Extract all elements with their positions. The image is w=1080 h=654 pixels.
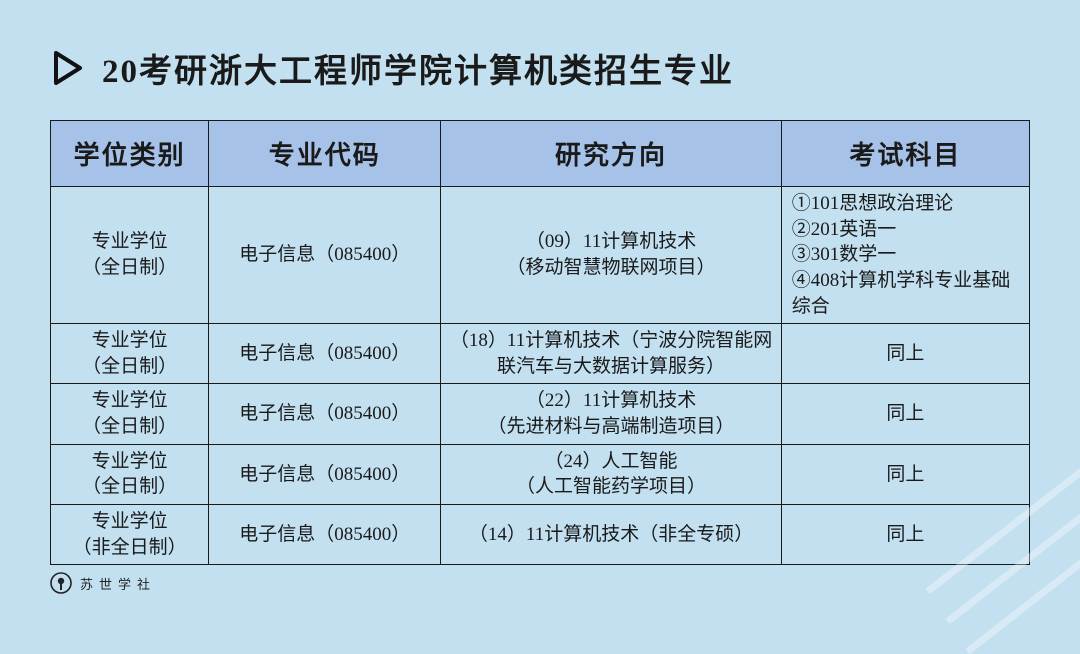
cell-degree: 专业学位（全日制）	[51, 187, 209, 324]
cell-subjects: 同上	[781, 324, 1029, 384]
cell-subjects: ①101思想政治理论②201英语一③301数学一④408计算机学科专业基础综合	[781, 187, 1029, 324]
col-header-degree: 学位类别	[51, 121, 209, 187]
table-row: 专业学位（非全日制） 电子信息（085400） （14）11计算机技术（非全专硕…	[51, 505, 1030, 565]
table-row: 专业学位（全日制） 电子信息（085400） （22）11计算机技术（先进材料与…	[51, 384, 1030, 444]
cell-direction: （22）11计算机技术（先进材料与高端制造项目）	[441, 384, 781, 444]
title-row: 20考研浙大工程师学院计算机类招生专业	[54, 44, 1030, 92]
cell-degree: 专业学位（非全日制）	[51, 505, 209, 565]
cell-code: 电子信息（085400）	[209, 505, 441, 565]
table-row: 专业学位（全日制） 电子信息（085400） （09）11计算机技术（移动智慧物…	[51, 187, 1030, 324]
cell-code: 电子信息（085400）	[209, 444, 441, 504]
majors-table: 学位类别 专业代码 研究方向 考试科目 专业学位（全日制） 电子信息（08540…	[50, 120, 1030, 565]
cell-code: 电子信息（085400）	[209, 187, 441, 324]
page-title: 20考研浙大工程师学院计算机类招生专业	[102, 44, 734, 92]
cell-subjects: 同上	[781, 444, 1029, 504]
cell-direction: （24）人工智能（人工智能药学项目）	[441, 444, 781, 504]
col-header-code: 专业代码	[209, 121, 441, 187]
col-header-subjects: 考试科目	[781, 121, 1029, 187]
triangle-bullet-icon	[54, 51, 84, 85]
cell-subjects: 同上	[781, 384, 1029, 444]
table-row: 专业学位（全日制） 电子信息（085400） （18）11计算机技术（宁波分院智…	[51, 324, 1030, 384]
brand-logo-icon	[50, 572, 72, 594]
col-header-direction: 研究方向	[441, 121, 781, 187]
cell-direction: （14）11计算机技术（非全专硕）	[441, 505, 781, 565]
cell-degree: 专业学位（全日制）	[51, 444, 209, 504]
cell-code: 电子信息（085400）	[209, 384, 441, 444]
table-row: 专业学位（全日制） 电子信息（085400） （24）人工智能（人工智能药学项目…	[51, 444, 1030, 504]
cell-code: 电子信息（085400）	[209, 324, 441, 384]
cell-subjects: 同上	[781, 505, 1029, 565]
cell-degree: 专业学位（全日制）	[51, 384, 209, 444]
footer-brand-text: 苏世学社	[80, 574, 156, 593]
cell-direction: （18）11计算机技术（宁波分院智能网联汽车与大数据计算服务）	[441, 324, 781, 384]
slide-body: 20考研浙大工程师学院计算机类招生专业 学位类别 专业代码 研究方向 考试科目 …	[0, 0, 1080, 565]
table-header-row: 学位类别 专业代码 研究方向 考试科目	[51, 121, 1030, 187]
footer: 苏世学社	[50, 572, 156, 594]
cell-degree: 专业学位（全日制）	[51, 324, 209, 384]
cell-direction: （09）11计算机技术（移动智慧物联网项目）	[441, 187, 781, 324]
